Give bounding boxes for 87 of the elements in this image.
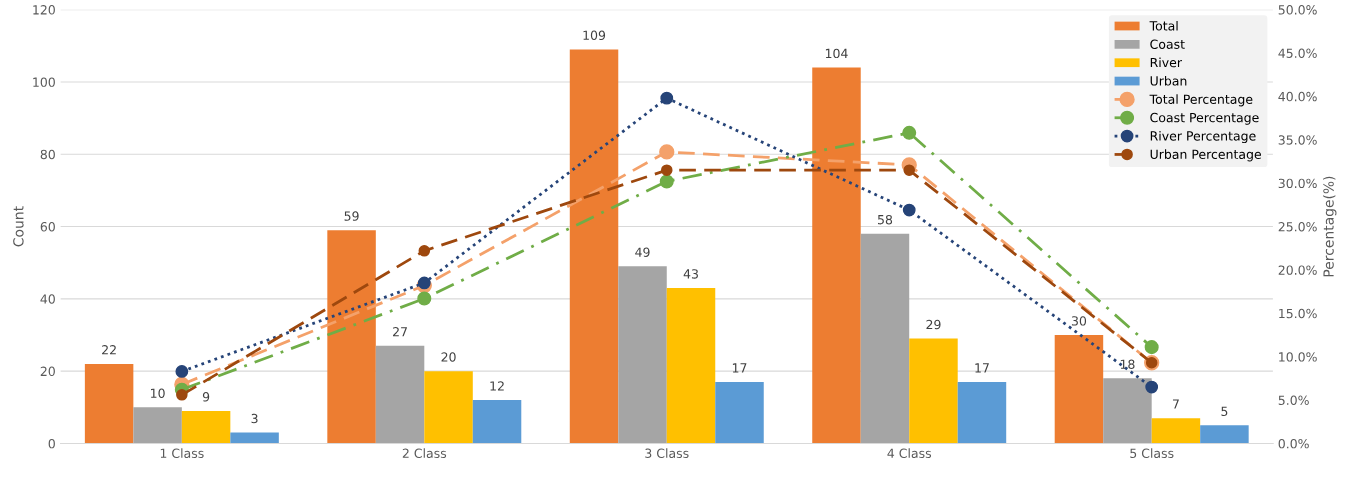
data-label: 22 (102, 345, 116, 355)
data-label: 58 (877, 214, 893, 225)
y2-tick-label: 0.0% (1278, 438, 1309, 449)
x-tick-label: 5 Class (1130, 448, 1174, 458)
point (1144, 340, 1159, 355)
bar (569, 49, 619, 444)
data-label: 9 (202, 392, 210, 402)
y2-tick-label: 25.0% (1278, 222, 1317, 232)
x-tick-label: 3 Class (645, 448, 689, 458)
bar (860, 233, 910, 444)
point (417, 276, 431, 290)
data-label: 30 (1071, 316, 1087, 326)
y2-tick-label: 5.0% (1278, 395, 1309, 405)
bar (618, 266, 667, 444)
y2-axis-title: Percentage(%) (1323, 176, 1337, 277)
data-label: 17 (732, 363, 747, 373)
y2-tick-label: 35.0% (1278, 135, 1317, 145)
legend-label: River Percentage (1150, 130, 1256, 144)
y2-tick-label: 20.0% (1278, 265, 1317, 275)
y-tick-label: 0 (48, 438, 55, 449)
data-label: 27 (393, 327, 407, 337)
y2-tick-label: 30.0% (1278, 178, 1317, 189)
point (418, 245, 431, 257)
bar (715, 381, 764, 444)
point (661, 164, 673, 176)
data-label: 5 (1221, 406, 1228, 416)
bar (1151, 418, 1201, 444)
y-tick-label: 40 (40, 294, 55, 304)
bar (424, 371, 473, 444)
x-tick-label: 2 Class (402, 448, 447, 458)
point (176, 389, 188, 401)
y-tick-label: 120 (33, 5, 55, 15)
point (417, 291, 432, 306)
bar (327, 230, 376, 444)
x-tick-label: 4 Class (887, 448, 932, 458)
point (659, 174, 674, 189)
legend-label: Total (1149, 20, 1178, 31)
data-label: 20 (441, 352, 456, 362)
data-label: 12 (490, 381, 504, 391)
y-tick-label: 80 (40, 149, 55, 160)
data-label: 17 (975, 363, 989, 373)
y-tick-label: 60 (40, 222, 55, 232)
point (903, 164, 915, 176)
point (902, 203, 916, 217)
y2-tick-label: 15.0% (1279, 308, 1317, 319)
point (659, 144, 675, 160)
bar (472, 400, 522, 444)
data-label: 29 (926, 319, 941, 330)
data-label: 109 (583, 30, 606, 41)
point (175, 365, 189, 378)
data-label: 10 (151, 388, 165, 398)
legend-label: Coast Percentage (1150, 112, 1259, 125)
point (660, 91, 674, 105)
x-tick-label: 1 Class (160, 448, 204, 458)
bar (957, 381, 1007, 444)
bar (84, 363, 134, 444)
bar (1103, 378, 1152, 444)
y-tick-label: 100 (33, 77, 55, 87)
legend-label: Coast (1150, 39, 1185, 49)
point (902, 125, 917, 140)
bar (666, 287, 716, 444)
bar (230, 432, 279, 444)
bar (909, 338, 958, 444)
legend-label: Urban Percentage (1150, 149, 1261, 162)
data-label: 59 (344, 211, 359, 221)
data-label: 43 (683, 269, 698, 279)
legend-label: River (1150, 57, 1182, 68)
data-label: 104 (825, 48, 848, 59)
legend-label: Total Percentage (1149, 94, 1253, 107)
y2-tick-label: 10.0% (1279, 352, 1317, 362)
data-label: 7 (1172, 399, 1179, 409)
data-label: 49 (635, 247, 650, 257)
bar (133, 407, 182, 444)
y2-tick-label: 40.0% (1278, 91, 1317, 102)
data-label: 3 (251, 413, 258, 424)
y2-tick-label: 45.0% (1278, 48, 1317, 58)
point (1145, 380, 1159, 394)
y-axis-title: Count (13, 206, 24, 247)
bar (1200, 425, 1249, 444)
bar (181, 410, 231, 444)
bar (812, 67, 861, 444)
y2-tick-label: 50.0% (1278, 5, 1317, 15)
data-label: 18 (1120, 359, 1135, 369)
bar (1054, 334, 1104, 444)
y-tick-label: 20 (40, 366, 55, 377)
bar (375, 345, 425, 444)
legend-label: Urban (1150, 75, 1187, 86)
